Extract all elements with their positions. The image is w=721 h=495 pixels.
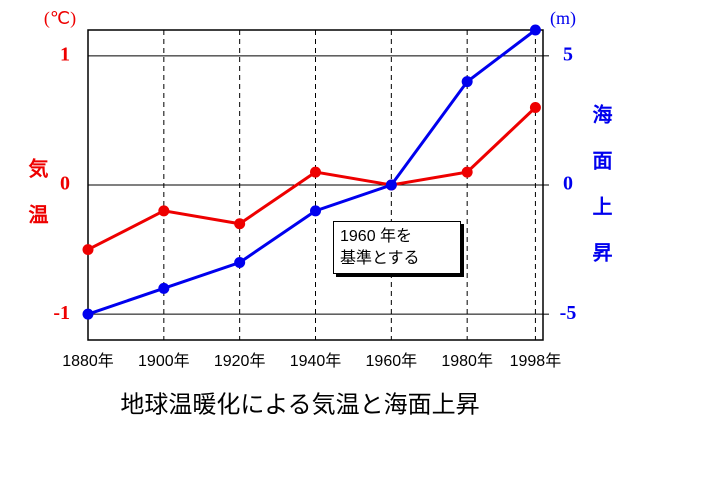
series-line [87,106,537,251]
y-tick-label: -1 [53,302,70,324]
y-tick-label: 1 [60,43,70,65]
y-axis-label: 気温 [25,158,47,250]
point [529,102,541,113]
point [529,24,541,36]
x-tick-label: 1940年 [290,352,342,370]
x-tick-label: 1980年 [441,352,493,370]
point [234,257,246,268]
x-tick-label: 1960年 [366,352,418,370]
annotation-line: 1960 年を [340,228,413,245]
y2-unit: (m) [550,8,576,29]
y2-axis-label: 海面上昇 [589,104,611,288]
annotation-line: 基準とする [340,250,420,267]
point [385,179,397,191]
point [234,218,246,230]
x-tick-label: 1900年 [138,352,190,370]
point [82,244,94,256]
y2-tick-label: -5 [560,302,577,324]
point [461,76,473,88]
y-tick-label: 0 [60,173,70,195]
point [310,205,321,217]
y2-tick-label: 0 [563,173,573,195]
x-tick-label: 1998年 [510,352,562,370]
point [461,166,473,178]
point [82,308,94,320]
y2-tick-label: 5 [563,43,573,65]
point [310,166,321,178]
x-tick-label: 1920年 [214,352,266,370]
y-unit: (℃) [44,8,76,29]
point [158,205,170,217]
chart-title: 地球温暖化による気温と海面上昇 [120,391,479,418]
point [158,282,170,294]
x-tick-label: 1880年 [62,352,114,370]
annotation: 1960 年を 基準とする [333,221,461,274]
